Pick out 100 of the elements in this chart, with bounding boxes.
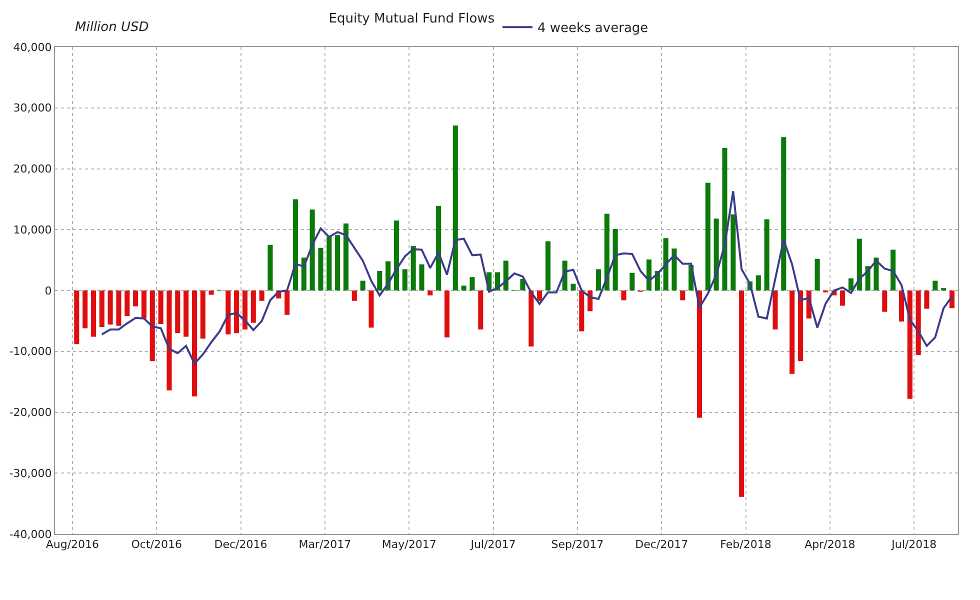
bar (646, 259, 652, 290)
bar (377, 271, 382, 290)
bar (916, 290, 921, 356)
bar (663, 238, 668, 290)
bar (428, 290, 433, 296)
bar (292, 199, 298, 290)
bar (528, 290, 534, 347)
bar (242, 290, 248, 330)
legend-label: 4 weeks average (537, 21, 648, 36)
bar (343, 224, 349, 290)
bar (394, 220, 400, 290)
bar (705, 182, 710, 290)
bar (470, 277, 475, 290)
y-tick-label: 40,000 (13, 40, 52, 54)
x-tick-label: Sep/2017 (551, 538, 604, 552)
bar (116, 290, 122, 326)
bar (932, 280, 938, 290)
bar (284, 290, 290, 315)
y-tick-label: 0 (44, 284, 52, 298)
bar (848, 278, 854, 290)
x-tick-label: Jul/2017 (470, 538, 516, 552)
bar (268, 244, 273, 290)
bar (814, 258, 820, 290)
bar (696, 290, 702, 418)
bar (226, 290, 231, 334)
bar (335, 235, 340, 290)
bar (570, 284, 576, 290)
bar (579, 290, 584, 332)
bar (368, 290, 374, 328)
bar (781, 137, 786, 290)
bar (907, 290, 912, 399)
bar (90, 290, 96, 337)
bar (545, 241, 551, 290)
bar (882, 290, 888, 312)
bar (772, 290, 778, 330)
bar (318, 248, 324, 290)
y-tick-label: 20,000 (13, 162, 52, 176)
bar (158, 290, 164, 324)
x-tick-label: Jul/2018 (890, 538, 937, 552)
bar (352, 290, 357, 301)
bar (730, 214, 736, 290)
x-tick-label: Oct/2016 (131, 538, 182, 552)
bar (326, 236, 332, 290)
bar (630, 272, 635, 290)
bar (924, 290, 930, 309)
bar (756, 275, 761, 290)
bar (200, 290, 206, 339)
bar (452, 126, 458, 290)
bar (259, 290, 264, 301)
bar (898, 290, 904, 322)
bar (175, 290, 180, 334)
bar (402, 269, 408, 290)
bar (596, 269, 602, 290)
bar (537, 290, 542, 301)
x-tick-label: Mar/2017 (298, 538, 352, 552)
bar (680, 290, 686, 300)
bar (141, 290, 146, 318)
bar (208, 290, 214, 295)
bar (722, 148, 728, 290)
bar (419, 264, 424, 290)
bar (798, 290, 804, 362)
bar (166, 290, 172, 390)
bar (310, 210, 315, 290)
bar (192, 290, 197, 396)
bar (503, 260, 508, 290)
bar (890, 250, 896, 290)
bar (478, 290, 484, 330)
y-tick-label: -40,000 (9, 528, 52, 541)
bar (444, 290, 450, 338)
bar (612, 229, 618, 290)
x-tick-label: Aug/2016 (46, 538, 100, 552)
bar (621, 290, 626, 300)
bar (82, 290, 88, 328)
bar (74, 290, 80, 344)
bar (739, 290, 744, 497)
bar (108, 290, 113, 325)
bar (410, 246, 416, 290)
y-tick-label: -20,000 (9, 406, 52, 420)
x-tick-label: Apr/2018 (804, 538, 856, 552)
bar (124, 290, 130, 316)
bar (150, 290, 155, 362)
bar (604, 214, 610, 290)
bar (790, 290, 795, 374)
bar (764, 219, 770, 290)
chart-title: Equity Mutual Fund Flows (328, 12, 495, 27)
bar (856, 238, 862, 290)
y-tick-label: 30,000 (13, 102, 52, 115)
bar (714, 218, 719, 290)
bar (436, 206, 442, 290)
bar (672, 248, 677, 290)
y-axis-title: Million USD (75, 20, 149, 35)
x-tick-label: Feb/2018 (720, 538, 772, 552)
line-series (100, 190, 953, 365)
bar (840, 290, 846, 306)
x-tick-label: May/2017 (382, 538, 436, 552)
y-tick-label: 10,000 (13, 223, 52, 236)
bar (133, 290, 138, 306)
y-tick-label: -30,000 (9, 466, 52, 480)
x-tick-label: Dec/2016 (214, 538, 268, 552)
bar (99, 290, 104, 328)
